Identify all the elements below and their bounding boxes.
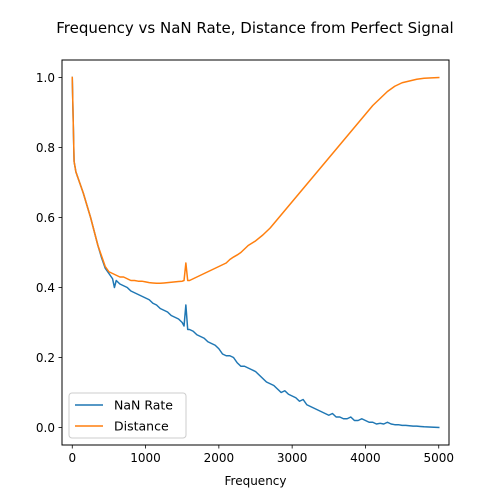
- y-tick-label: 0.2: [36, 351, 55, 365]
- y-tick-label: 0.8: [36, 141, 55, 155]
- x-axis-title: Frequency: [225, 474, 287, 488]
- y-tick-label: 1.0: [36, 71, 55, 85]
- series-line-nan-rate: [71, 76, 440, 429]
- series-line-distance: [71, 76, 440, 285]
- x-tick-label: 4000: [350, 451, 381, 465]
- plot-area: [71, 76, 440, 429]
- x-axis: 0 1000 2000 3000 4000 5000: [68, 445, 454, 465]
- legend: NaN Rate Distance: [68, 392, 187, 439]
- x-tick-label: 3000: [277, 451, 308, 465]
- x-tick-label: 2000: [204, 451, 235, 465]
- y-tick-label: 0.0: [36, 421, 55, 435]
- x-tick-label: 5000: [423, 451, 454, 465]
- y-tick-label: 0.4: [36, 281, 55, 295]
- x-tick-label: 1000: [130, 451, 161, 465]
- x-tick-label: 0: [68, 451, 76, 465]
- chart-title: Frequency vs NaN Rate, Distance from Per…: [56, 19, 453, 37]
- y-tick-label: 0.6: [36, 211, 55, 225]
- axes-frame: [61, 59, 450, 446]
- y-axis: 0.0 0.2 0.4 0.6 0.8 1.0: [36, 71, 62, 435]
- legend-label: Distance: [114, 419, 169, 434]
- legend-label: NaN Rate: [114, 398, 173, 413]
